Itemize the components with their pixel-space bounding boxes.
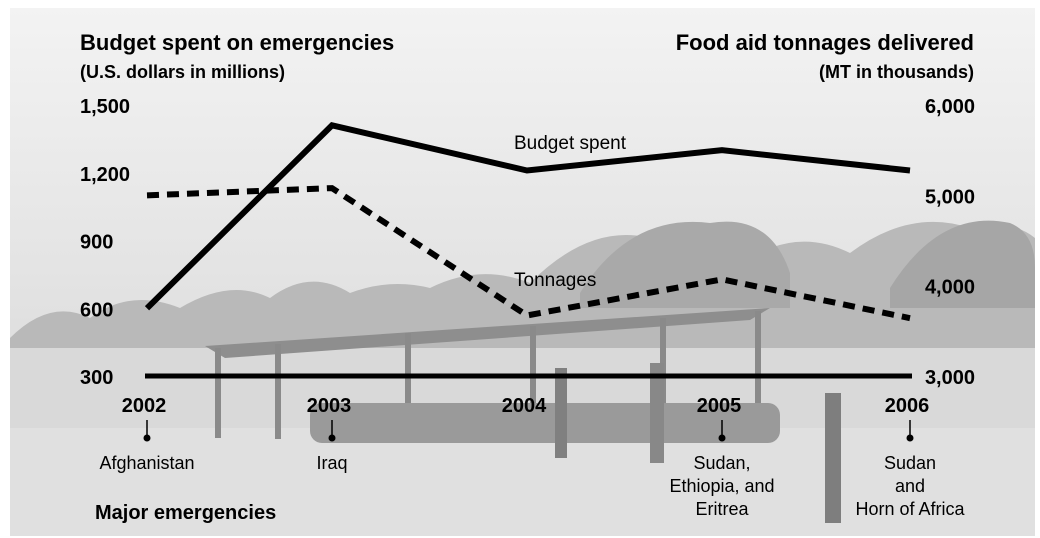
series-line-budget-spent: [144, 122, 911, 311]
emergency-marker-dot: [328, 434, 336, 442]
left-y-tick-label: 600: [80, 299, 113, 321]
emergency-marker-dot: [143, 434, 151, 442]
x-tick-label: 2003: [307, 395, 352, 417]
emergency-label: Horn of Africa: [855, 499, 965, 519]
series-label-tonnages: Tonnages: [514, 270, 596, 291]
right-y-tick-label: 3,000: [925, 367, 975, 389]
left-y-tick-label: 1,500: [80, 96, 130, 118]
background-photo: [10, 8, 1035, 536]
series-label-budget-spent: Budget spent: [514, 133, 627, 154]
left-axis-title: Budget spent on emergencies: [80, 30, 395, 55]
major-emergencies-label: Major emergencies: [95, 502, 277, 524]
right-y-tick-label: 6,000: [925, 96, 975, 118]
x-tick-label: 2002: [122, 395, 167, 417]
emergency-label: Sudan: [884, 453, 936, 473]
right-axis-title: Food aid tonnages delivered: [675, 30, 974, 55]
right-axis-subtitle: (MT in thousands): [819, 62, 974, 82]
emergency-label: Eritrea: [695, 499, 749, 519]
right-y-tick-label: 4,000: [925, 277, 975, 299]
emergency-label: and: [895, 476, 925, 496]
emergency-label: Afghanistan: [99, 453, 194, 473]
x-tick-label: 2004: [502, 395, 547, 417]
left-y-tick-label: 900: [80, 232, 113, 254]
emergency-label: Iraq: [316, 453, 347, 473]
right-y-tick-label: 5,000: [925, 186, 975, 208]
series-line-tonnages: [146, 185, 911, 322]
x-tick-label: 2005: [697, 395, 742, 417]
emergency-marker-dot: [906, 434, 914, 442]
emergency-label: Ethiopia, and: [669, 476, 774, 496]
left-y-tick-label: 1,200: [80, 164, 130, 186]
emergency-label: Sudan,: [693, 453, 750, 473]
left-axis-subtitle: (U.S. dollars in millions): [80, 62, 286, 82]
emergency-marker-dot: [718, 434, 726, 442]
x-tick-label: 2006: [885, 395, 930, 417]
left-y-tick-label: 300: [80, 367, 113, 389]
